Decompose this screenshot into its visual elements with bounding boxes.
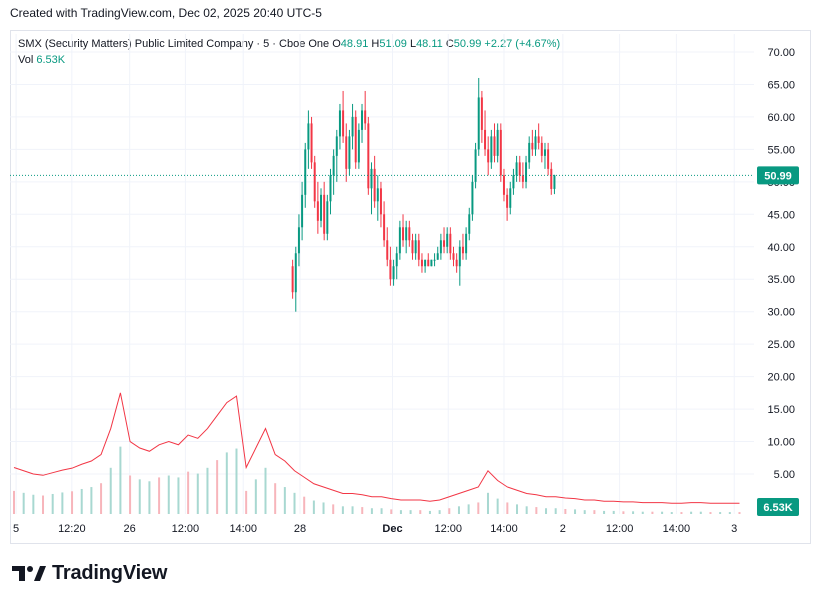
legend-ohlc-row: SMX (Security Matters) Public Limited Co… <box>18 36 560 52</box>
chart-frame <box>10 30 811 544</box>
low-value: 48.11 <box>416 38 443 50</box>
created-with-text: Created with TradingView.com, Dec 02, 20… <box>10 6 322 20</box>
tradingview-logo-icon <box>12 565 46 581</box>
high-label: H <box>371 38 380 50</box>
volume-value: 6.53K <box>36 54 66 66</box>
chart-legend: SMX (Security Matters) Public Limited Co… <box>18 36 560 68</box>
high-value: 51.09 <box>379 38 407 50</box>
open-label: O <box>332 38 341 50</box>
open-value: 48.91 <box>340 38 369 50</box>
close-label: C <box>445 38 454 50</box>
low-label: L <box>409 38 417 50</box>
change-value: +2.27 (+4.67%) <box>484 38 561 50</box>
tradingview-logo[interactable]: TradingView <box>12 562 167 585</box>
legend-volume-row: Vol 6.53K <box>18 52 560 68</box>
brand-name: TradingView <box>52 562 168 584</box>
volume-label: Vol <box>18 54 34 66</box>
symbol-title[interactable]: SMX (Security Matters) Public Limited Co… <box>18 38 330 50</box>
close-value: 50.99 <box>453 38 482 50</box>
